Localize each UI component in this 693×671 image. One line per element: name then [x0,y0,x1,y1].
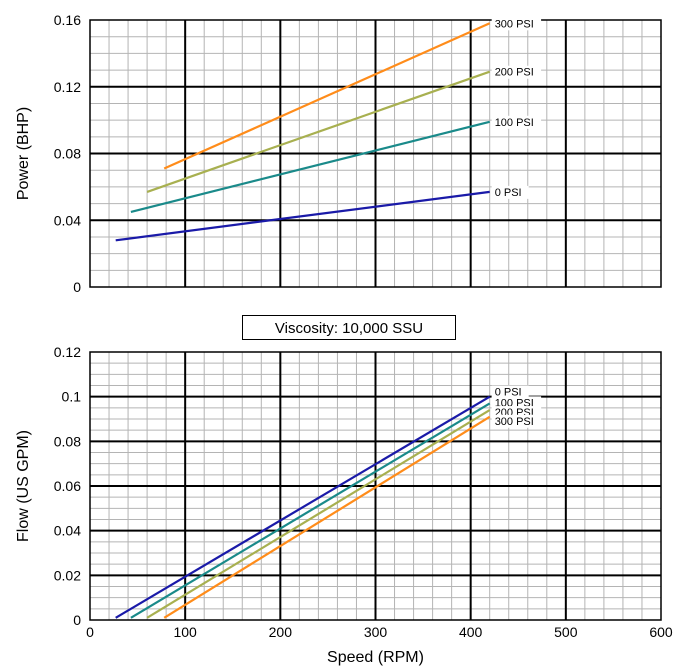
y-tick-label: 0.16 [54,12,81,28]
x-axis-title: Speed (RPM) [327,649,424,666]
viscosity-label: Viscosity: 10,000 SSU [242,315,456,340]
series-line [115,190,490,242]
series-label-background [491,385,529,399]
series-label-background [491,17,542,31]
series-label: 0 PSI [495,187,522,199]
power-chart: 0 0.04 0.08 0.12 0.16 Power (BHP) 300 PSI 200 P… [15,12,662,295]
y-tick-label: 0.1 [62,389,82,405]
series-label-background [491,414,542,428]
flow-chart: 0 0.02 0.04 0.06 0.08 0.1 0.12 0 100 200 300 400 500… [15,344,673,666]
plot-frame [89,351,662,621]
series-line [130,120,490,213]
series-label: 200 PSI [495,67,534,79]
x-tick-label: 0 [86,624,94,640]
series-label-background [491,115,542,129]
x-tick-label: 400 [459,624,483,640]
series-label: 300 PSI [495,416,534,428]
series-label: 300 PSI [495,18,534,30]
x-tick-label: 500 [554,624,578,640]
series-label-background [491,65,542,79]
y-tick-label: 0.02 [54,567,81,583]
y-tick-label: 0.12 [54,79,81,95]
series-label: 0 PSI [495,387,522,399]
y-tick-label: 0 [73,612,81,628]
y-axis-title: Flow (US GPM) [15,430,32,542]
y-tick-label: 0.06 [54,478,81,494]
series-label: 100 PSI [495,117,534,129]
plot-frame [89,19,662,288]
y-tick-label: 0.04 [54,523,81,539]
series-line [146,70,491,193]
y-axis-title: Power (BHP) [15,107,32,200]
x-tick-label: 300 [364,624,388,640]
y-tick-label: 0.04 [54,212,81,228]
x-tick-label: 100 [173,624,197,640]
series-label-background [491,185,529,199]
series-line [130,402,491,619]
y-tick-label: 0 [73,279,81,295]
x-tick-label: 600 [649,624,673,640]
series-line [115,395,491,619]
y-tick-label: 0.08 [54,433,81,449]
x-tick-label: 200 [269,624,293,640]
series-line [163,22,491,170]
series-line [163,415,491,619]
series-line [146,409,491,619]
y-tick-label: 0.08 [54,146,81,162]
y-tick-label: 0.12 [54,344,81,360]
